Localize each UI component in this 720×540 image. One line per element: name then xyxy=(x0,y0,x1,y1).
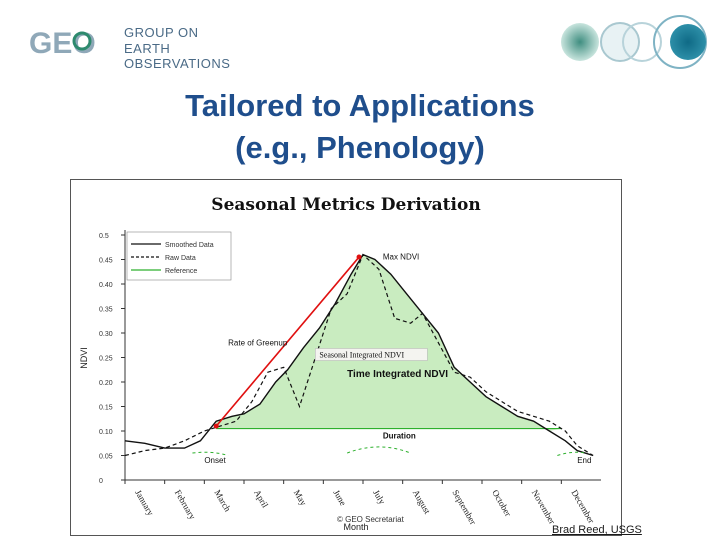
x-tick-label: November xyxy=(530,488,558,526)
annotation-onset: Onset xyxy=(204,456,226,465)
slide-title-line2: (e.g., Phenology) xyxy=(235,130,485,165)
x-tick-label: September xyxy=(450,488,478,526)
copyright-text: © GEO Secretariat xyxy=(337,515,404,524)
y-axis-label: NDVI xyxy=(79,347,89,369)
chart-svg: Seasonal Metrics Derivation 0 0.05 0.10 0.15… xyxy=(79,195,601,532)
decorative-circles-icon xyxy=(561,15,707,69)
credit-link[interactable]: Brad Reed, USGS xyxy=(552,524,642,536)
series-raw-data xyxy=(124,253,594,457)
greenup-line xyxy=(215,256,360,427)
chart-title: Seasonal Metrics Derivation xyxy=(211,195,480,215)
annotation-time-integrated-ndvi: Time Integrated NDVI xyxy=(347,369,448,380)
duration-arc xyxy=(346,446,411,454)
legend-entry: Raw Data xyxy=(165,255,196,262)
annotation-seasonal-integrated-ndvi: Seasonal Integrated NDVI xyxy=(319,351,404,360)
geo-logo-letters: GEO xyxy=(29,27,96,60)
end-arc xyxy=(557,451,586,456)
annotation-duration: Duration xyxy=(383,431,416,440)
y-tick-label: 0.10 xyxy=(99,429,113,436)
legend-box xyxy=(126,231,232,281)
y-tick-label: 0.35 xyxy=(99,307,113,314)
y-tick-label: 0.40 xyxy=(99,282,113,289)
legend-entry: Reference xyxy=(165,268,197,275)
x-tick-label: October xyxy=(490,488,513,518)
onset-arc xyxy=(192,451,229,456)
x-tick-label: March xyxy=(212,488,233,514)
x-tick-label: January xyxy=(133,488,156,518)
seasonal-metrics-chart: Seasonal Metrics Derivation 0 0.05 0.10 0.15… xyxy=(70,179,622,536)
x-tick-label: August xyxy=(411,488,433,516)
annotation-rate-of-greenup: Rate of Greenup xyxy=(228,338,288,347)
y-tick-label: 0.15 xyxy=(99,405,113,412)
legend-entry: Smoothed Data xyxy=(165,242,214,249)
x-tick-label: June xyxy=(331,488,348,507)
y-tick-label: 0.25 xyxy=(99,356,113,363)
x-axis-label: Month xyxy=(343,522,368,532)
y-tick-label: 0.5 xyxy=(99,233,109,240)
onset-point xyxy=(213,423,219,429)
geo-logo: GEO GROUP ON EARTH OBSERVATIONS xyxy=(27,22,237,71)
y-tick-label: 0.30 xyxy=(99,331,113,338)
annotation-end: End xyxy=(577,456,591,465)
y-tick-label: 0.20 xyxy=(99,380,113,387)
annotation-box xyxy=(315,348,428,361)
annotation-max-ndvi: Max NDVI xyxy=(383,253,419,262)
logo-text-line1: GROUP ON xyxy=(124,25,199,40)
y-tick-label: 0 xyxy=(99,478,103,485)
y-tick-label: 0.05 xyxy=(99,454,113,461)
geo-logo-mark-icon: GEO xyxy=(29,27,96,60)
logo-text-line2: EARTH OBSERVATIONS xyxy=(124,41,231,71)
x-tick-label: July xyxy=(371,488,387,506)
x-tick-label: May xyxy=(292,488,309,508)
x-tick-label: December xyxy=(569,488,596,525)
max-point xyxy=(356,254,362,260)
x-tick-label: April xyxy=(252,488,270,510)
x-tick-label: February xyxy=(173,488,198,522)
slide-title-line1: Tailored to Applications xyxy=(185,88,535,123)
y-tick-label: 0.45 xyxy=(99,258,113,265)
